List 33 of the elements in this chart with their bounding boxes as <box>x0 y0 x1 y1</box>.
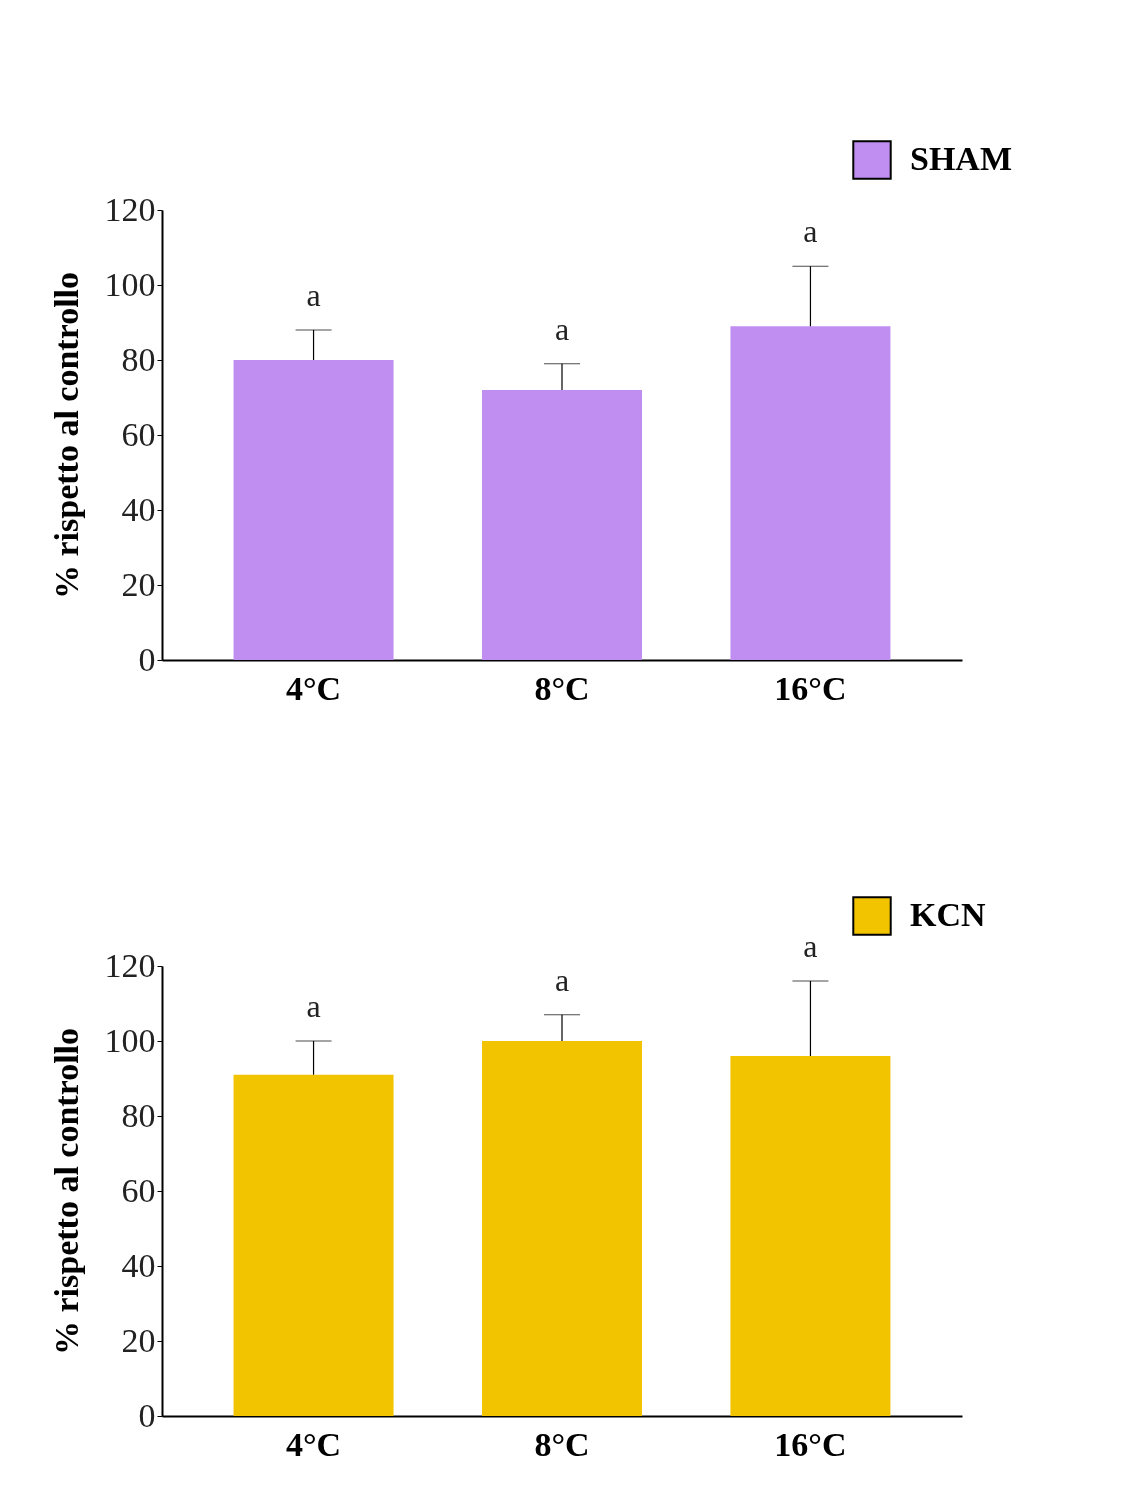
y-tick-label: 0 <box>138 640 156 678</box>
y-tick-label: 80 <box>121 1096 156 1134</box>
annotation: a <box>803 928 818 964</box>
annotation: a <box>803 213 818 250</box>
bar <box>730 326 891 660</box>
annotation: a <box>554 961 570 998</box>
y-axis-title: % rispetto al controllo <box>47 1027 85 1356</box>
y-tick-label: 60 <box>121 1171 156 1209</box>
y-tick-label: 100 <box>104 1021 156 1059</box>
annotation: a <box>554 310 570 347</box>
x-tick-label: 4°C <box>285 1425 342 1463</box>
y-axis-title: % rispetto al controllo <box>47 271 85 600</box>
legend-label: KCN <box>910 896 986 933</box>
y-tick-label: 40 <box>121 1246 156 1284</box>
y-tick-label: 120 <box>104 946 156 984</box>
x-tick-label: 8°C <box>534 1425 590 1463</box>
x-tick-label: 16°C <box>774 669 847 707</box>
bar <box>482 390 642 660</box>
x-tick-label: 4°C <box>285 669 342 707</box>
y-tick-label: 20 <box>121 1321 156 1359</box>
y-tick-label: 120 <box>104 190 156 228</box>
y-tick-label: 0 <box>138 1396 156 1434</box>
x-tick-label: 16°C <box>774 1425 847 1463</box>
y-tick-label: 100 <box>104 265 156 303</box>
y-tick-label: 40 <box>121 490 156 528</box>
annotation: a <box>306 277 321 313</box>
y-tick-label: 20 <box>121 565 156 603</box>
legend-label: SHAM <box>910 140 1012 177</box>
y-tick-label: 80 <box>121 340 156 378</box>
annotation: a <box>306 988 321 1024</box>
x-tick-label: 8°C <box>534 669 590 707</box>
y-tick-label: 60 <box>121 415 156 453</box>
bar <box>233 360 394 660</box>
